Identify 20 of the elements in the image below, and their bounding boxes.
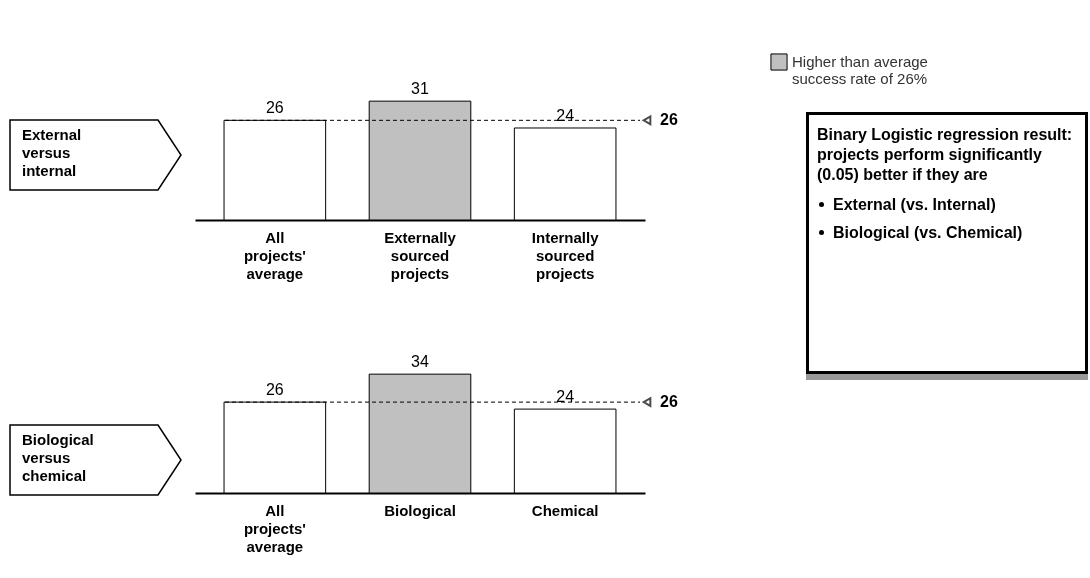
text: Biological (vs. Chemical)	[833, 224, 1023, 241]
text: External versus internal	[22, 126, 82, 179]
text: Binary Logistic regression result: projects perform significantly (0.05) better if they are	[817, 125, 1074, 185]
ref-line-label: 26	[660, 111, 678, 129]
x-tick-label: Chemical	[531, 501, 599, 519]
x-tick-label: Externally sourced projects	[384, 228, 457, 282]
data-label: 34	[411, 353, 429, 371]
legend-label: Higher than average success rate of 26%	[792, 53, 928, 87]
data-label: 24	[556, 388, 575, 406]
text: External (vs. Internal)	[833, 196, 996, 213]
data-label: 24	[556, 106, 575, 124]
x-tick-label: Internally sourced projects	[531, 228, 600, 282]
data-label: 26	[265, 99, 284, 117]
x-tick-label: All projects' average	[243, 501, 306, 555]
ref-line-label: 26	[660, 393, 678, 411]
x-tick-label: Biological	[384, 501, 456, 519]
data-label: 31	[411, 80, 429, 98]
x-tick-label: All projects' average	[243, 228, 306, 282]
data-label: 26	[265, 381, 284, 399]
text: Biological versus chemical	[22, 431, 94, 484]
